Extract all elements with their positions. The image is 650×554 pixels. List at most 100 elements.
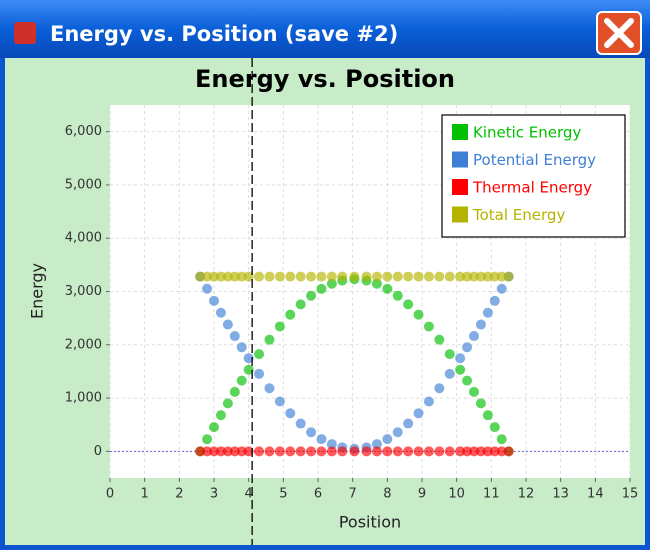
data-point	[229, 386, 240, 397]
legend-label: Total Energy	[472, 206, 565, 224]
close-button[interactable]	[596, 11, 642, 55]
data-point	[326, 271, 337, 282]
data-point	[423, 321, 434, 332]
data-point	[434, 383, 445, 394]
x-tick-label: 14	[587, 487, 604, 502]
x-tick-label: 10	[448, 487, 465, 502]
data-point	[306, 290, 317, 301]
data-point	[195, 271, 206, 282]
data-point	[243, 353, 254, 364]
data-point	[469, 446, 479, 457]
data-point	[455, 271, 466, 282]
data-point	[392, 290, 403, 301]
y-tick-label: 0	[94, 444, 102, 459]
data-point	[209, 446, 219, 457]
data-point	[316, 434, 327, 445]
data-point	[254, 271, 265, 282]
data-point	[243, 364, 254, 375]
x-tick-label: 0	[106, 487, 114, 502]
data-point	[496, 434, 507, 445]
legend-label: Thermal Energy	[472, 179, 592, 197]
data-point	[371, 446, 382, 457]
data-point	[326, 439, 337, 450]
data-point	[222, 319, 233, 330]
data-point	[503, 271, 514, 282]
data-point	[371, 278, 382, 289]
data-point	[274, 321, 285, 332]
data-point	[469, 271, 479, 282]
data-point	[482, 410, 493, 421]
x-tick-label: 6	[314, 487, 322, 502]
data-point	[371, 439, 382, 450]
app-icon	[14, 22, 36, 44]
data-point	[413, 309, 424, 320]
data-point	[489, 422, 500, 433]
data-point	[482, 271, 493, 282]
data-point	[444, 368, 455, 379]
x-tick-label: 5	[279, 487, 287, 502]
data-point	[326, 446, 337, 457]
data-point	[413, 446, 424, 457]
data-point	[215, 271, 226, 282]
data-point	[274, 446, 285, 457]
data-point	[444, 271, 455, 282]
data-point	[285, 408, 296, 419]
data-point	[489, 271, 500, 282]
data-point	[496, 271, 507, 282]
y-axis-label: Energy	[28, 263, 47, 319]
data-point	[243, 271, 254, 282]
data-point	[361, 446, 372, 457]
title-bar	[0, 0, 650, 58]
x-tick-label: 8	[383, 487, 391, 502]
data-point	[382, 271, 393, 282]
x-tick-label: 13	[552, 487, 569, 502]
data-point	[295, 271, 306, 282]
data-point	[236, 446, 247, 457]
data-point	[496, 283, 507, 294]
data-point	[503, 446, 514, 457]
data-point	[285, 271, 296, 282]
data-point	[337, 271, 348, 282]
data-point	[455, 364, 466, 375]
x-tick-label: 9	[418, 487, 426, 502]
data-point	[444, 349, 455, 360]
data-point	[229, 271, 240, 282]
data-point	[403, 418, 414, 429]
data-point	[285, 446, 296, 457]
data-point	[222, 398, 233, 409]
data-point	[264, 446, 275, 457]
data-point	[209, 295, 219, 306]
window-title: Energy vs. Position (save #2)	[50, 22, 398, 46]
data-point	[316, 271, 327, 282]
legend-swatch	[452, 179, 468, 195]
y-tick-label: 1,000	[65, 391, 102, 406]
data-point	[434, 334, 445, 345]
data-point	[274, 271, 285, 282]
data-point	[361, 271, 372, 282]
data-point	[306, 271, 317, 282]
data-point	[444, 446, 455, 457]
data-point	[316, 283, 327, 294]
data-point	[482, 446, 493, 457]
data-point	[489, 446, 500, 457]
data-point	[285, 309, 296, 320]
data-point	[423, 396, 434, 407]
data-point	[236, 342, 247, 353]
data-point	[222, 271, 233, 282]
data-point	[264, 334, 275, 345]
y-tick-label: 6,000	[65, 124, 102, 139]
data-point	[403, 446, 414, 457]
data-point	[382, 434, 393, 445]
data-point	[403, 271, 414, 282]
data-point	[392, 427, 403, 438]
data-point	[469, 386, 479, 397]
x-tick-label: 11	[483, 487, 500, 502]
data-point	[392, 446, 403, 457]
data-point	[202, 271, 213, 282]
legend-label: Potential Energy	[473, 151, 596, 169]
y-tick-label: 3,000	[65, 284, 102, 299]
y-tick-label: 4,000	[65, 231, 102, 246]
data-point	[229, 446, 240, 457]
y-tick-label: 5,000	[65, 177, 102, 192]
